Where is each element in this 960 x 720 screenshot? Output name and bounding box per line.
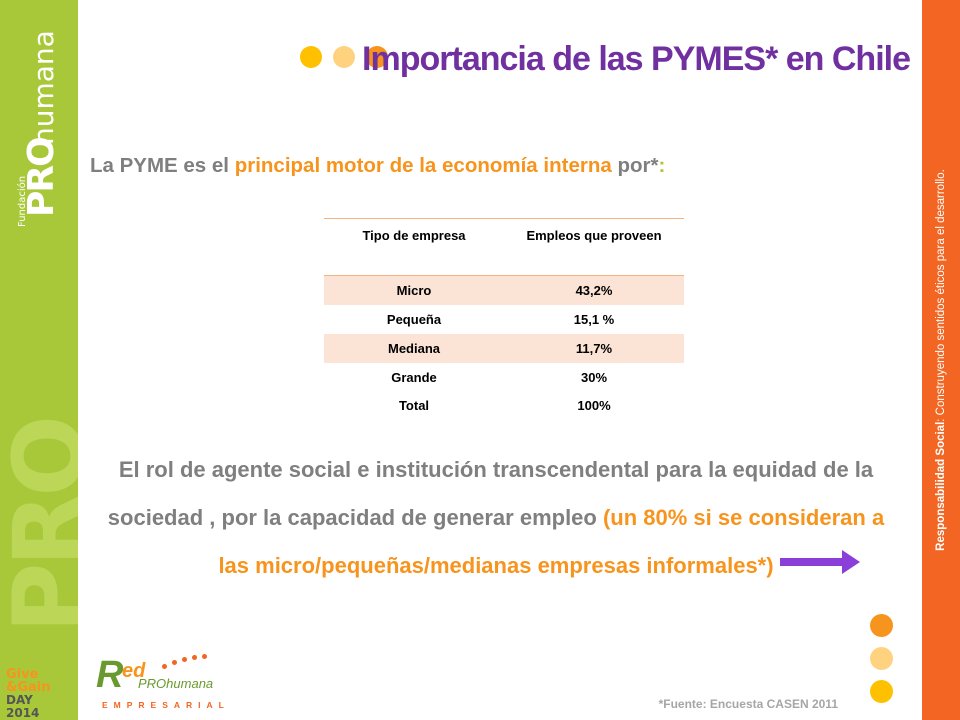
- dot-orange-icon: [870, 614, 893, 637]
- decorative-dots: [870, 614, 893, 713]
- table-row: Grande 30%: [324, 363, 684, 392]
- slide-subtitle: La PYME es el principal motor de la econ…: [90, 154, 665, 178]
- body-paragraph: El rol de agente social e institución tr…: [96, 446, 896, 590]
- give-gain-line2: &Gain: [6, 680, 51, 695]
- paragraph-gray: El rol de agente social e institución tr…: [107, 457, 874, 530]
- give-gain-line3: DAY 2014: [6, 693, 40, 720]
- header-tipo: Tipo de empresa: [362, 228, 466, 243]
- logo-humana-text: humana: [27, 30, 60, 145]
- logo-pro-text: PRO: [21, 138, 62, 217]
- vertical-tagline: Responsabilidad Social: Construyendo sen…: [935, 0, 947, 720]
- tagline-bold: Responsabilidad Social: [935, 421, 947, 551]
- subtitle-part1: La PYME es el: [90, 154, 235, 177]
- dot-light-icon: [333, 46, 355, 68]
- prohumana-logo: Fundación PRO humana: [17, 7, 62, 227]
- logo-empresarial-text: EMPRESARIAL: [102, 700, 230, 710]
- right-arrow-icon: [780, 550, 860, 574]
- employment-table: Tipo de empresa Empleos que proveen Micr…: [324, 218, 684, 419]
- logo-prohumana-text: PROhumana: [138, 676, 214, 691]
- table-row: Micro 43,2%: [324, 276, 684, 305]
- background-pro-watermark: PRO: [0, 419, 78, 633]
- logo-r-letter: R: [96, 654, 124, 696]
- slide-title: Importancia de las PYMES* en Chile: [362, 40, 911, 78]
- cell-empleos: 30%: [580, 370, 608, 385]
- dot-yellow-icon: [870, 680, 893, 703]
- red-prohumana-logo: R ed PROhumana EMPRESARIAL: [96, 654, 236, 714]
- cell-empleos: 43,2%: [575, 283, 613, 298]
- give-gain-line1: Give: [6, 667, 39, 682]
- title-dots: [300, 46, 388, 68]
- source-footnote: *Fuente: Encuesta CASEN 2011: [658, 697, 838, 711]
- header-empleos: Empleos que proveen: [526, 228, 662, 243]
- give-and-gain-logo: Give &Gain DAY 2014: [6, 668, 70, 720]
- table-header: Tipo de empresa Empleos que proveen: [324, 219, 684, 276]
- dot-light-icon: [870, 647, 893, 670]
- subtitle-part3: por*: [611, 154, 659, 177]
- cell-tipo: Mediana: [387, 341, 440, 356]
- cell-tipo: Micro: [396, 283, 432, 298]
- cell-tipo: Total: [398, 398, 430, 413]
- table-row: Pequeña 15,1 %: [324, 305, 684, 334]
- cell-empleos: 100%: [577, 398, 611, 413]
- cell-tipo: Pequeña: [386, 312, 442, 327]
- cell-tipo: Grande: [391, 370, 437, 385]
- subtitle-colon: :: [658, 154, 666, 177]
- dot-yellow-icon: [300, 46, 322, 68]
- cell-empleos: 11,7%: [575, 341, 613, 356]
- dot-orange-icon: [366, 46, 388, 68]
- left-brand-band: Fundación PRO humana PRO Give &Gain DAY …: [0, 0, 78, 720]
- right-brand-band: Responsabilidad Social: Construyendo sen…: [922, 0, 960, 720]
- table-row: Total 100%: [324, 392, 684, 419]
- table-row: Mediana 11,7%: [324, 334, 684, 363]
- tagline-rest: : Construyendo sentidos éticos para el d…: [935, 169, 947, 422]
- paragraph-orange: (un 80% si se consideran a las micro/peq…: [218, 505, 885, 578]
- subtitle-highlight: principal motor de la economía interna: [234, 154, 612, 177]
- cell-empleos: 15,1 %: [573, 312, 615, 327]
- logo-ed-text: ed: [122, 660, 146, 682]
